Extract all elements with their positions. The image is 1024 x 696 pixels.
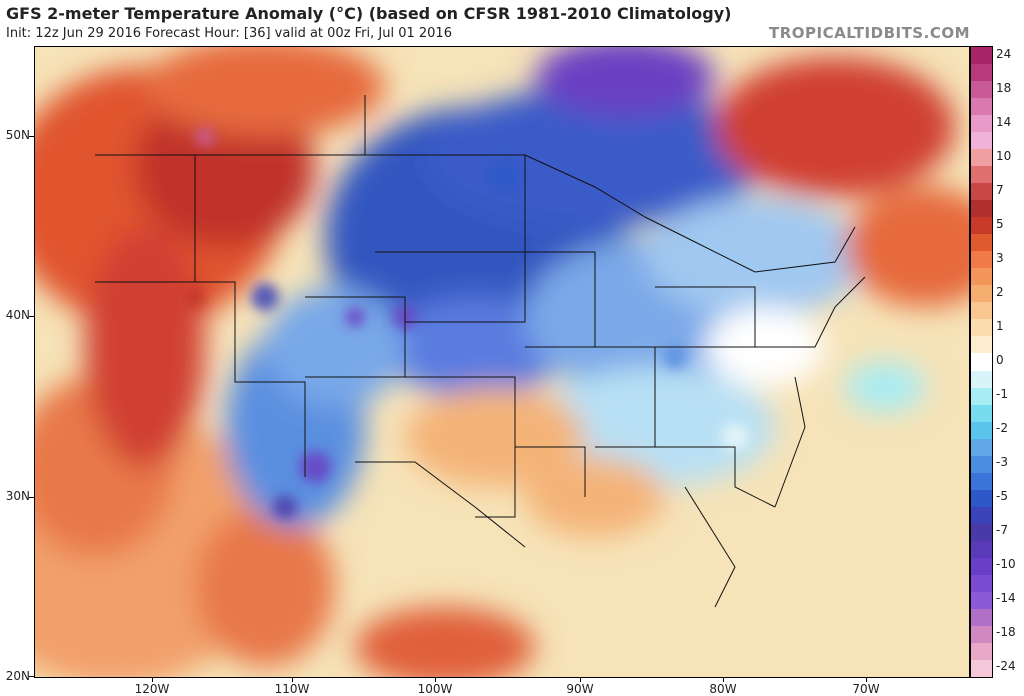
colorbar-segment — [971, 642, 992, 661]
colorbar-segment — [971, 387, 992, 406]
lat-tick-50n — [29, 136, 34, 137]
map-title: GFS 2-meter Temperature Anomaly (°C) (ba… — [6, 4, 732, 23]
colorbar-label: 3 — [996, 250, 1004, 265]
colorbar-label: -24 — [996, 659, 1016, 674]
colorbar-label: 10 — [996, 148, 1012, 163]
colorbar-segment — [971, 591, 992, 610]
colorbar-segment — [971, 625, 992, 644]
colorbar-label: 5 — [996, 216, 1004, 231]
watermark: TROPICALTIDBITS.COM — [769, 24, 970, 42]
colorbar-label: -18 — [996, 625, 1016, 640]
colorbar-segment — [971, 557, 992, 576]
lon-label-120w: 120W — [134, 682, 170, 696]
colorbar-segment — [971, 421, 992, 440]
colorbar-label: 1 — [996, 318, 1004, 333]
anomaly-detail — [185, 127, 749, 519]
colorbar-segment — [971, 455, 992, 474]
colorbar-segment — [971, 489, 992, 508]
lon-tick-80w — [723, 677, 724, 682]
lon-label-70w: 70W — [852, 682, 880, 696]
colorbar-segment — [971, 353, 992, 371]
colorbar-segment — [971, 217, 992, 235]
colorbar-segment — [971, 574, 992, 593]
colorbar-label: -2 — [996, 421, 1008, 436]
map-canvas — [35, 47, 969, 677]
lon-label-90w: 90W — [566, 682, 594, 696]
colorbar-label: -10 — [996, 557, 1016, 572]
colorbar — [970, 46, 993, 678]
colorbar-segment — [971, 234, 992, 252]
colorbar-segment — [971, 319, 992, 337]
anomaly-map[interactable] — [34, 46, 970, 678]
boundary-lines — [95, 95, 866, 608]
colorbar-segment — [971, 166, 992, 184]
colorbar-label: -1 — [996, 387, 1008, 402]
lon-tick-110w — [292, 677, 293, 682]
lat-label-30n: 30N — [5, 489, 30, 503]
lon-tick-120w — [152, 677, 153, 682]
colorbar-segment — [971, 47, 992, 65]
colorbar-segment — [971, 183, 992, 201]
colorbar-segment — [971, 149, 992, 167]
lon-label-100w: 100W — [417, 682, 453, 696]
colorbar-label: 14 — [996, 114, 1012, 129]
colorbar-segment — [971, 404, 992, 423]
colorbar-segment — [971, 370, 992, 389]
lat-tick-30n — [29, 497, 34, 498]
colorbar-segment — [971, 438, 992, 457]
lon-tick-70w — [866, 677, 867, 682]
colorbar-segment — [971, 268, 992, 286]
colorbar-segment — [971, 64, 992, 82]
colorbar-segment — [971, 200, 992, 218]
colorbar-segment — [971, 506, 992, 525]
colorbar-label: 2 — [996, 284, 1004, 299]
lat-label-40n: 40N — [5, 308, 30, 322]
lon-tick-90w — [580, 677, 581, 682]
colorbar-segment — [971, 659, 992, 678]
colorbar-label: -14 — [996, 591, 1016, 606]
colorbar-segment — [971, 98, 992, 116]
colorbar-label: 24 — [996, 46, 1012, 61]
lat-label-50n: 50N — [5, 128, 30, 142]
colorbar-segment — [971, 81, 992, 99]
colorbar-label: 7 — [996, 182, 1004, 197]
colorbar-segment — [971, 285, 992, 303]
colorbar-segment — [971, 608, 992, 627]
colorbar-segment — [971, 336, 992, 354]
lon-tick-100w — [435, 677, 436, 682]
colorbar-segment — [971, 302, 992, 320]
colorbar-segment — [971, 523, 992, 542]
colorbar-label: -5 — [996, 489, 1008, 504]
colorbar-label: 0 — [996, 353, 1004, 367]
lat-label-20n: 20N — [5, 669, 30, 683]
colorbar-segment — [971, 115, 992, 133]
colorbar-segment — [971, 540, 992, 559]
map-subtitle: Init: 12z Jun 29 2016 Forecast Hour: [36… — [6, 26, 452, 41]
anomaly-field — [35, 47, 969, 677]
colorbar-segment — [971, 251, 992, 269]
lon-label-80w: 80W — [709, 682, 737, 696]
lat-tick-40n — [29, 316, 34, 317]
colorbar-segment — [971, 132, 992, 150]
lon-label-110w: 110W — [274, 682, 310, 696]
colorbar-label: -3 — [996, 455, 1008, 470]
colorbar-segment — [971, 472, 992, 491]
colorbar-label: -7 — [996, 523, 1008, 538]
colorbar-label: 18 — [996, 80, 1012, 95]
lat-tick-20n — [29, 676, 34, 677]
